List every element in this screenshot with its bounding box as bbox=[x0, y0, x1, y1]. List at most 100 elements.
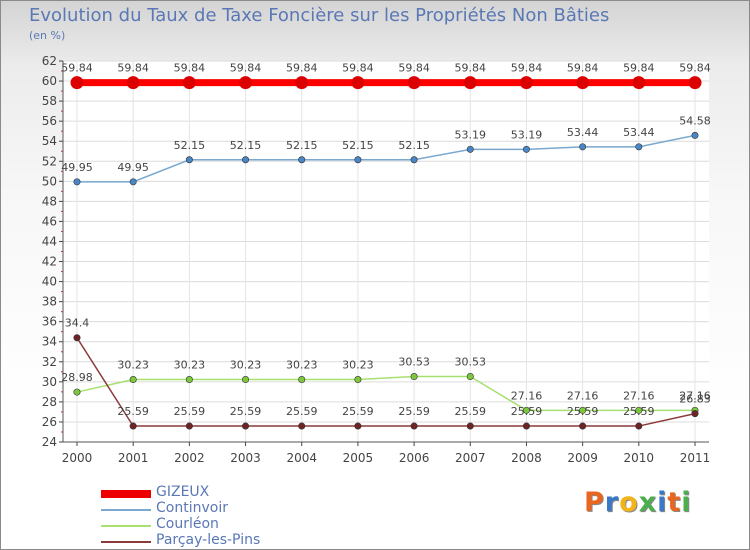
legend-swatch bbox=[101, 525, 151, 527]
data-point-gizeux bbox=[632, 76, 646, 90]
data-label-courleon: 30.23 bbox=[342, 359, 374, 372]
legend-label: Parçay-les-Pins bbox=[156, 532, 261, 548]
x-tick-label: 2001 bbox=[118, 451, 149, 465]
data-label-courleon: 27.16 bbox=[567, 389, 599, 402]
x-tick-label: 2010 bbox=[624, 451, 655, 465]
data-point-courleon bbox=[354, 376, 362, 384]
x-tick-label: 2005 bbox=[343, 451, 374, 465]
plot-area bbox=[63, 61, 709, 442]
data-label-gizeux: 59.84 bbox=[342, 62, 374, 75]
data-point-courleon bbox=[242, 376, 250, 384]
chart-unit-label: (en %) bbox=[29, 29, 66, 42]
data-label-continvoir: 52.15 bbox=[230, 139, 262, 152]
legend-label: Courléon bbox=[156, 516, 219, 532]
logo-letter: r bbox=[604, 487, 620, 518]
y-tick-label: 38 bbox=[42, 295, 57, 309]
data-point-gizeux bbox=[351, 76, 365, 90]
data-label-continvoir: 54.58 bbox=[679, 114, 711, 127]
data-label-courleon: 27.16 bbox=[679, 389, 711, 402]
x-tick-label: 2002 bbox=[174, 451, 205, 465]
data-point-courleon bbox=[466, 373, 474, 381]
data-point-gizeux bbox=[688, 76, 702, 90]
data-point-continvoir bbox=[354, 156, 362, 164]
data-label-parcay-les-pins: 25.59 bbox=[398, 405, 430, 418]
logo-letter: P bbox=[584, 487, 605, 518]
data-label-continvoir: 52.15 bbox=[398, 139, 430, 152]
y-tick-label: 54 bbox=[42, 134, 57, 148]
data-point-courleon bbox=[579, 406, 587, 414]
data-point-continvoir bbox=[73, 178, 81, 186]
x-tick-label: 2006 bbox=[399, 451, 430, 465]
data-label-gizeux: 59.84 bbox=[174, 62, 206, 75]
logo-letter: o bbox=[619, 487, 639, 518]
data-label-parcay-les-pins: 25.59 bbox=[174, 405, 206, 418]
x-tick-label: 2004 bbox=[286, 451, 317, 465]
data-point-continvoir bbox=[242, 156, 250, 164]
data-label-continvoir: 52.15 bbox=[342, 139, 374, 152]
data-point-parcay-les-pins bbox=[410, 422, 418, 430]
data-point-gizeux bbox=[463, 76, 477, 90]
data-point-continvoir bbox=[466, 145, 474, 153]
data-label-courleon: 30.23 bbox=[117, 359, 149, 372]
data-label-continvoir: 52.15 bbox=[286, 139, 318, 152]
data-label-courleon: 28.98 bbox=[61, 371, 93, 384]
proxiti-logo: Proxiti bbox=[584, 487, 692, 518]
data-label-courleon: 27.16 bbox=[623, 389, 655, 402]
x-tick-label: 2007 bbox=[455, 451, 486, 465]
data-label-gizeux: 59.84 bbox=[511, 62, 543, 75]
data-point-courleon bbox=[129, 376, 137, 384]
series-line-parcay-les-pins bbox=[76, 337, 696, 427]
chart-title: Evolution du Taux de Taxe Foncière sur l… bbox=[29, 5, 610, 26]
data-point-continvoir bbox=[579, 143, 587, 151]
y-tick-label: 56 bbox=[42, 114, 57, 128]
data-point-parcay-les-pins bbox=[522, 422, 530, 430]
data-point-continvoir bbox=[522, 145, 530, 153]
y-tick-label: 34 bbox=[42, 335, 57, 349]
x-tick-label: 2008 bbox=[511, 451, 542, 465]
data-point-parcay-les-pins bbox=[691, 410, 699, 418]
data-point-parcay-les-pins bbox=[185, 422, 193, 430]
data-label-parcay-les-pins: 34.4 bbox=[65, 317, 90, 330]
y-tick-label: 32 bbox=[42, 355, 57, 369]
y-tick-label: 44 bbox=[42, 234, 57, 248]
logo-letter: t bbox=[667, 487, 682, 518]
data-point-parcay-les-pins bbox=[73, 334, 81, 342]
data-label-parcay-les-pins: 25.59 bbox=[567, 405, 599, 418]
data-label-continvoir: 53.44 bbox=[623, 126, 655, 139]
y-tick-label: 40 bbox=[42, 275, 57, 289]
data-point-parcay-les-pins bbox=[298, 422, 306, 430]
data-point-continvoir bbox=[410, 156, 418, 164]
series-line-continvoir bbox=[77, 134, 696, 183]
data-label-gizeux: 59.84 bbox=[623, 62, 655, 75]
data-point-gizeux bbox=[239, 76, 253, 90]
data-point-courleon bbox=[410, 373, 418, 381]
y-tick-label: 24 bbox=[42, 435, 57, 449]
data-point-courleon bbox=[73, 388, 81, 396]
data-label-courleon: 30.23 bbox=[230, 359, 262, 372]
y-tick-label: 30 bbox=[42, 375, 57, 389]
data-point-parcay-les-pins bbox=[579, 422, 587, 430]
data-point-parcay-les-pins bbox=[242, 422, 250, 430]
x-tick-label: 2003 bbox=[230, 451, 261, 465]
data-point-continvoir bbox=[691, 131, 699, 139]
data-point-parcay-les-pins bbox=[354, 422, 362, 430]
legend-label: GIZEUX bbox=[156, 484, 210, 500]
y-tick-label: 36 bbox=[42, 315, 57, 329]
data-point-courleon bbox=[185, 376, 193, 384]
data-point-courleon bbox=[298, 376, 306, 384]
data-point-gizeux bbox=[70, 76, 84, 90]
data-label-continvoir: 53.19 bbox=[455, 128, 487, 141]
y-tick-label: 26 bbox=[42, 415, 57, 429]
data-label-parcay-les-pins: 25.59 bbox=[286, 405, 318, 418]
legend-swatch bbox=[101, 490, 151, 498]
data-point-parcay-les-pins bbox=[635, 422, 643, 430]
data-label-gizeux: 59.84 bbox=[455, 62, 487, 75]
data-label-parcay-les-pins: 25.59 bbox=[342, 405, 374, 418]
y-tick-label: 52 bbox=[42, 154, 57, 168]
data-point-continvoir bbox=[298, 156, 306, 164]
data-point-continvoir bbox=[185, 156, 193, 164]
data-label-courleon: 30.53 bbox=[455, 356, 487, 369]
data-label-continvoir: 53.19 bbox=[511, 128, 543, 141]
